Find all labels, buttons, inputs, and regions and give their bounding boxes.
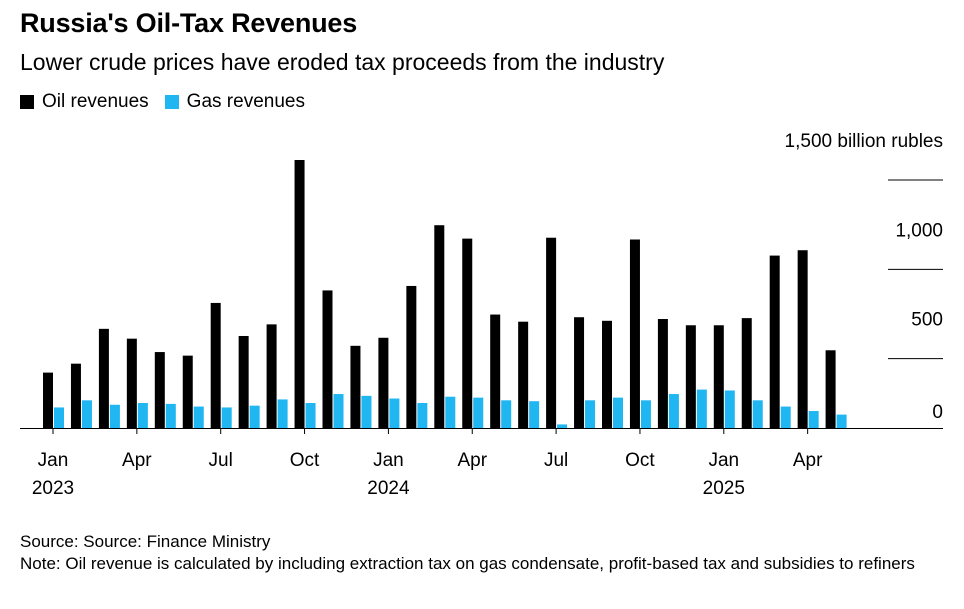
y-tick-label: 0 (932, 402, 943, 423)
bar-oil (518, 321, 529, 428)
legend: Oil revenues Gas revenues (20, 91, 321, 113)
x-tick-label-month: Apr (457, 450, 487, 471)
bar-gas (277, 399, 288, 428)
bar-oil (238, 335, 249, 428)
x-tick-label-month: Apr (793, 450, 823, 471)
bar-gas (696, 389, 707, 428)
bar-oil (602, 320, 612, 428)
bar-gas (445, 396, 456, 428)
bar-gas (752, 400, 763, 428)
bar-oil (713, 325, 724, 428)
bar-gas (81, 400, 92, 428)
bar-oil (266, 324, 277, 428)
bar-gas (640, 400, 651, 428)
bar-gas (473, 397, 484, 428)
bar-oil (434, 225, 445, 428)
bar-oil (154, 352, 165, 428)
bar-oil (322, 290, 333, 428)
bar-gas (585, 400, 596, 428)
bar-oil (126, 338, 137, 428)
x-tick-label-month: Jan (373, 450, 404, 471)
y-tick-label: 500 (911, 310, 943, 331)
bar-oil (629, 239, 640, 428)
source-note: Source: Source: Finance Ministry (20, 532, 271, 551)
bar-oil (797, 250, 808, 428)
bar-oil (769, 255, 780, 428)
bar-oil (406, 285, 417, 428)
bar-oil (98, 328, 109, 428)
x-tick-label-month: Oct (290, 450, 320, 471)
legend-label-oil: Oil revenues (42, 91, 149, 112)
bar-gas (165, 403, 176, 428)
bar-gas (501, 400, 512, 428)
bar-gas (529, 401, 540, 428)
legend-label-gas: Gas revenues (186, 91, 305, 112)
bar-oil (657, 319, 668, 428)
legend-item-gas: Gas revenues (164, 91, 305, 113)
bar-oil (490, 314, 501, 428)
bar-gas (808, 411, 819, 428)
bar-gas (333, 394, 344, 428)
bar-gas (780, 406, 791, 428)
bar-oil (294, 160, 305, 428)
bar-gas (193, 406, 204, 428)
bar-oil (182, 355, 193, 428)
bar-gas (724, 390, 735, 428)
legend-swatch-oil (20, 95, 34, 109)
bar-oil (210, 302, 221, 428)
bar-gas (361, 395, 372, 428)
bar-oil (70, 363, 81, 428)
x-tick-label-year: 2025 (703, 478, 745, 499)
bar-gas (389, 398, 400, 428)
chart-subtitle: Lower crude prices have eroded tax proce… (20, 49, 665, 75)
x-tick-label-year: 2024 (367, 478, 410, 499)
bar-oil (43, 372, 53, 428)
bar-gas (221, 407, 232, 428)
bar-gas (836, 414, 847, 428)
bar-gas (417, 402, 428, 428)
y-tick-label: 1,500 billion rubles (785, 131, 943, 152)
x-tick-label-month: Jan (38, 450, 69, 471)
bar-gas (109, 404, 120, 428)
methodology-note: Note: Oil revenue is calculated by inclu… (20, 554, 915, 573)
bar-oil (574, 317, 585, 428)
x-tick-label-month: Oct (625, 450, 655, 471)
bar-gas (668, 394, 679, 428)
bar-chart: 0 500 1,000 1,500 billion rubles Jan 2023 Apr J… (20, 131, 943, 499)
x-tick-label-month: Jul (209, 450, 233, 471)
bar-oil (462, 238, 473, 428)
bar-oil (546, 237, 557, 428)
legend-item-oil: Oil revenues (20, 91, 149, 113)
x-tick-label-year: 2023 (32, 478, 74, 499)
y-tick-label: 1,000 (895, 220, 943, 241)
legend-swatch-gas (164, 95, 179, 109)
x-tick-label-month: Jan (708, 450, 739, 471)
x-tick-label-month: Jul (544, 450, 568, 471)
bar-oil (350, 345, 361, 428)
bar-gas (557, 424, 568, 428)
bar-gas (613, 397, 623, 428)
chart-title: Russia's Oil-Tax Revenues (20, 8, 358, 38)
bar-oil (685, 325, 696, 428)
bar-gas (249, 405, 260, 428)
bar-gas (137, 402, 148, 428)
bar-oil (378, 337, 389, 428)
bar-gas (54, 407, 64, 428)
bar-oil (741, 318, 752, 428)
x-tick-label-month: Apr (122, 450, 152, 471)
bar-gas (305, 402, 316, 428)
bar-oil (825, 350, 836, 428)
